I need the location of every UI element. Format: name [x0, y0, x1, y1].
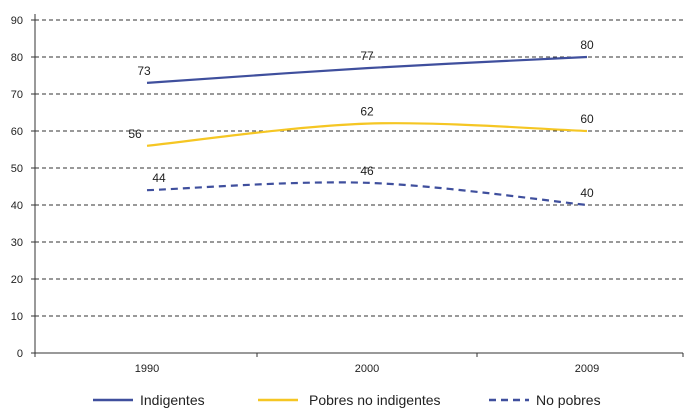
data-label-indigentes-2009: 80: [580, 38, 594, 52]
y-tick-label-80: 80: [11, 52, 23, 64]
y-tick-label-70: 70: [11, 89, 23, 101]
legend-label-indigentes: Indigentes: [140, 392, 205, 408]
axes: 0 10 20 30 40 50 60 70 80 90 1990 2000 2009: [11, 14, 684, 375]
legend: Indigentes Pobres no indigentes No pobres: [93, 392, 601, 408]
y-tick-label-0: 0: [17, 348, 23, 360]
series-line-indigentes: [146, 55, 588, 84]
y-tick-label-40: 40: [11, 200, 23, 212]
series-line-pobres-no-indigentes: [146, 122, 588, 147]
y-tick-label-20: 20: [11, 274, 23, 286]
legend-label-pobres-no-indigentes: Pobres no indigentes: [309, 392, 441, 408]
series-lines: [146, 55, 588, 207]
data-label-indigentes-2000: 77: [360, 49, 374, 63]
y-tick-label-60: 60: [11, 126, 23, 138]
data-label-indigentes-1990: 73: [137, 64, 151, 78]
x-tick-label-2000: 2000: [355, 363, 379, 375]
y-tick-label-50: 50: [11, 163, 23, 175]
x-tick-label-2009: 2009: [575, 363, 599, 375]
legend-label-no-pobres: No pobres: [536, 392, 601, 408]
data-labels: 73 77 80 56 62 60 44 46 40: [128, 38, 594, 200]
data-label-no-pobres-2009: 40: [580, 186, 594, 200]
y-tick-label-90: 90: [11, 15, 23, 27]
data-label-pobres-no-indigentes-2009: 60: [580, 112, 594, 126]
series-line-no-pobres: [146, 181, 588, 207]
y-tick-label-30: 30: [11, 237, 23, 249]
data-label-pobres-no-indigentes-2000: 62: [360, 105, 374, 119]
gridlines: [35, 19, 683, 317]
x-tick-label-1990: 1990: [135, 363, 159, 375]
data-label-no-pobres-2000: 46: [360, 164, 374, 178]
data-label-no-pobres-1990: 44: [152, 171, 166, 185]
data-label-pobres-no-indigentes-1990: 56: [128, 127, 142, 141]
y-tick-label-10: 10: [11, 311, 23, 323]
